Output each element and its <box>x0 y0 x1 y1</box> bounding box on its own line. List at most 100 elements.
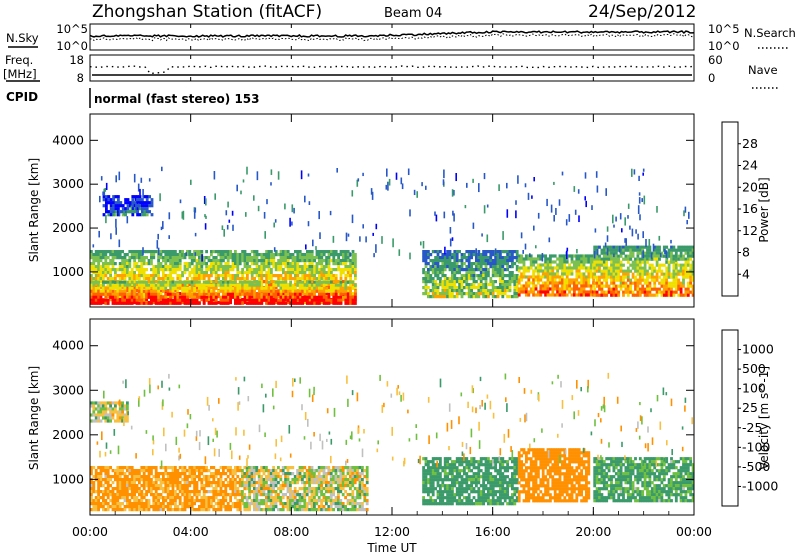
echo-cell <box>593 260 597 264</box>
echo-cell <box>460 289 464 293</box>
freq-tick-top: 18 <box>69 53 84 67</box>
echo-cell <box>114 280 117 284</box>
echo-cell <box>262 256 266 260</box>
echo-cell <box>602 272 606 276</box>
echo-cell <box>114 401 117 405</box>
echo-cell <box>284 262 288 266</box>
echo-cell <box>330 286 333 290</box>
echo-cell <box>527 281 531 285</box>
echo-cell <box>320 256 324 260</box>
echo-cell <box>327 301 331 305</box>
echo-cell <box>272 289 276 293</box>
echo-cell <box>198 262 201 266</box>
echo-cell <box>126 286 129 290</box>
echo-cell <box>118 250 122 254</box>
echo-cell <box>270 292 273 296</box>
echo-cell <box>214 262 218 266</box>
echo-cell <box>116 419 120 423</box>
echo-cell <box>94 401 98 405</box>
echo-cell <box>308 262 312 266</box>
echo-cell <box>154 298 158 302</box>
echo-cell <box>123 478 127 482</box>
echo-cell <box>332 253 336 257</box>
echo-cell <box>183 490 187 494</box>
echo-cell <box>147 295 151 299</box>
echo-cell <box>612 278 616 282</box>
echo-cell <box>111 265 115 269</box>
echo-cell <box>577 290 581 294</box>
echo-cell <box>186 289 189 293</box>
echo-cell <box>234 295 237 299</box>
echo-cell <box>150 262 153 266</box>
echo-cell <box>496 262 500 266</box>
echo-cell <box>349 265 352 269</box>
echo-cell <box>626 284 630 288</box>
echo-cell <box>164 265 168 269</box>
echo-cell <box>219 298 223 302</box>
echo-cell <box>489 250 493 254</box>
echo-cell <box>126 274 129 278</box>
echo-cell <box>549 266 552 270</box>
echo-cell <box>157 292 160 296</box>
echo-cell <box>205 265 208 269</box>
echo-cell <box>339 259 343 263</box>
echo-cell <box>94 419 98 423</box>
echo-cell <box>638 290 642 294</box>
echo-speck <box>475 248 477 258</box>
echo-cell <box>205 256 208 260</box>
echo-cell <box>298 250 302 254</box>
echo-cell <box>270 280 273 284</box>
echo-cell <box>451 277 454 281</box>
echo-cell <box>159 295 163 299</box>
echo-cell <box>214 286 218 290</box>
echo-cell <box>617 248 621 252</box>
echo-cell <box>126 419 129 423</box>
echo-cell <box>499 265 502 269</box>
echo-cell <box>193 250 196 254</box>
echo-cell <box>106 484 110 488</box>
echo-cell <box>448 283 452 287</box>
echo-cell <box>243 253 247 257</box>
echo-cell <box>670 272 673 276</box>
echo-cell <box>111 487 115 491</box>
echo-cell <box>92 508 96 512</box>
echo-cell <box>332 298 336 302</box>
echo-cell <box>104 475 108 479</box>
echo-cell <box>334 280 338 284</box>
echo-cell <box>529 275 533 279</box>
echo-cell <box>154 484 158 488</box>
echo-cell <box>446 295 449 299</box>
echo-cell <box>686 284 690 288</box>
echo-cell <box>429 280 433 284</box>
echo-cell <box>496 292 500 296</box>
echo-cell <box>451 286 454 290</box>
echo-cell <box>94 274 98 278</box>
echo-cell <box>636 269 640 273</box>
echo-cell <box>178 256 182 260</box>
echo-cell <box>614 290 618 294</box>
echo-speck <box>371 191 374 200</box>
echo-cell <box>330 283 333 287</box>
echo-cell <box>106 490 110 494</box>
echo-speck <box>193 210 196 219</box>
echo-cell <box>154 250 158 254</box>
echo-cell <box>655 248 659 252</box>
echo-cell <box>97 289 100 293</box>
echo-cell <box>188 250 192 254</box>
echo-cell <box>294 301 297 305</box>
echo-cell <box>475 265 478 269</box>
echo-cell <box>565 275 569 279</box>
echo-cell <box>334 274 338 278</box>
echo-cell <box>265 274 268 278</box>
echo-cell <box>154 271 158 275</box>
echo-cell <box>573 290 576 294</box>
echo-cell <box>258 268 261 272</box>
echo-cell <box>140 253 144 257</box>
echo-cell <box>689 269 693 273</box>
echo-cell <box>169 499 172 503</box>
echo-cell <box>116 490 120 494</box>
echo-cell <box>202 277 206 281</box>
echo-cell <box>460 286 464 290</box>
echo-cell <box>344 268 348 272</box>
echo-speck <box>506 209 509 218</box>
